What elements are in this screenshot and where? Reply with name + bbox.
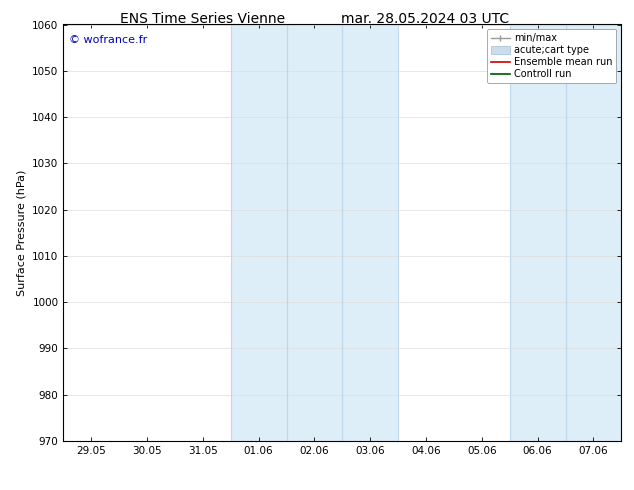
Bar	[510, 24, 621, 441]
Y-axis label: Surface Pressure (hPa): Surface Pressure (hPa)	[16, 170, 27, 296]
Text: ENS Time Series Vienne: ENS Time Series Vienne	[120, 12, 285, 26]
Text: © wofrance.fr: © wofrance.fr	[69, 35, 147, 45]
Bar	[231, 24, 398, 441]
Legend: min/max, acute;cart type, Ensemble mean run, Controll run: min/max, acute;cart type, Ensemble mean …	[487, 29, 616, 83]
Text: mar. 28.05.2024 03 UTC: mar. 28.05.2024 03 UTC	[340, 12, 509, 26]
